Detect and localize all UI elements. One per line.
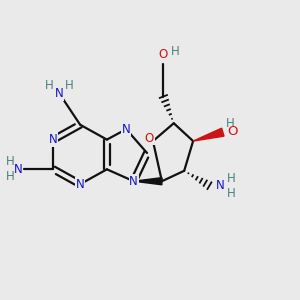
Polygon shape (193, 128, 224, 141)
Text: O: O (145, 132, 154, 145)
Text: H: H (6, 170, 15, 183)
Text: N: N (76, 178, 85, 191)
Text: N: N (14, 163, 22, 176)
Text: N: N (129, 175, 138, 188)
Text: O: O (227, 125, 238, 138)
Text: H: H (226, 117, 235, 130)
Text: H: H (227, 187, 236, 200)
Polygon shape (134, 178, 162, 185)
Text: N: N (122, 123, 130, 136)
Text: H: H (65, 79, 74, 92)
Text: H: H (6, 155, 15, 168)
Text: H: H (45, 79, 53, 92)
Text: H: H (171, 45, 180, 58)
Text: N: N (55, 87, 64, 100)
Text: N: N (215, 179, 224, 192)
Text: O: O (159, 48, 168, 62)
Text: H: H (227, 172, 236, 185)
Text: N: N (49, 133, 58, 146)
